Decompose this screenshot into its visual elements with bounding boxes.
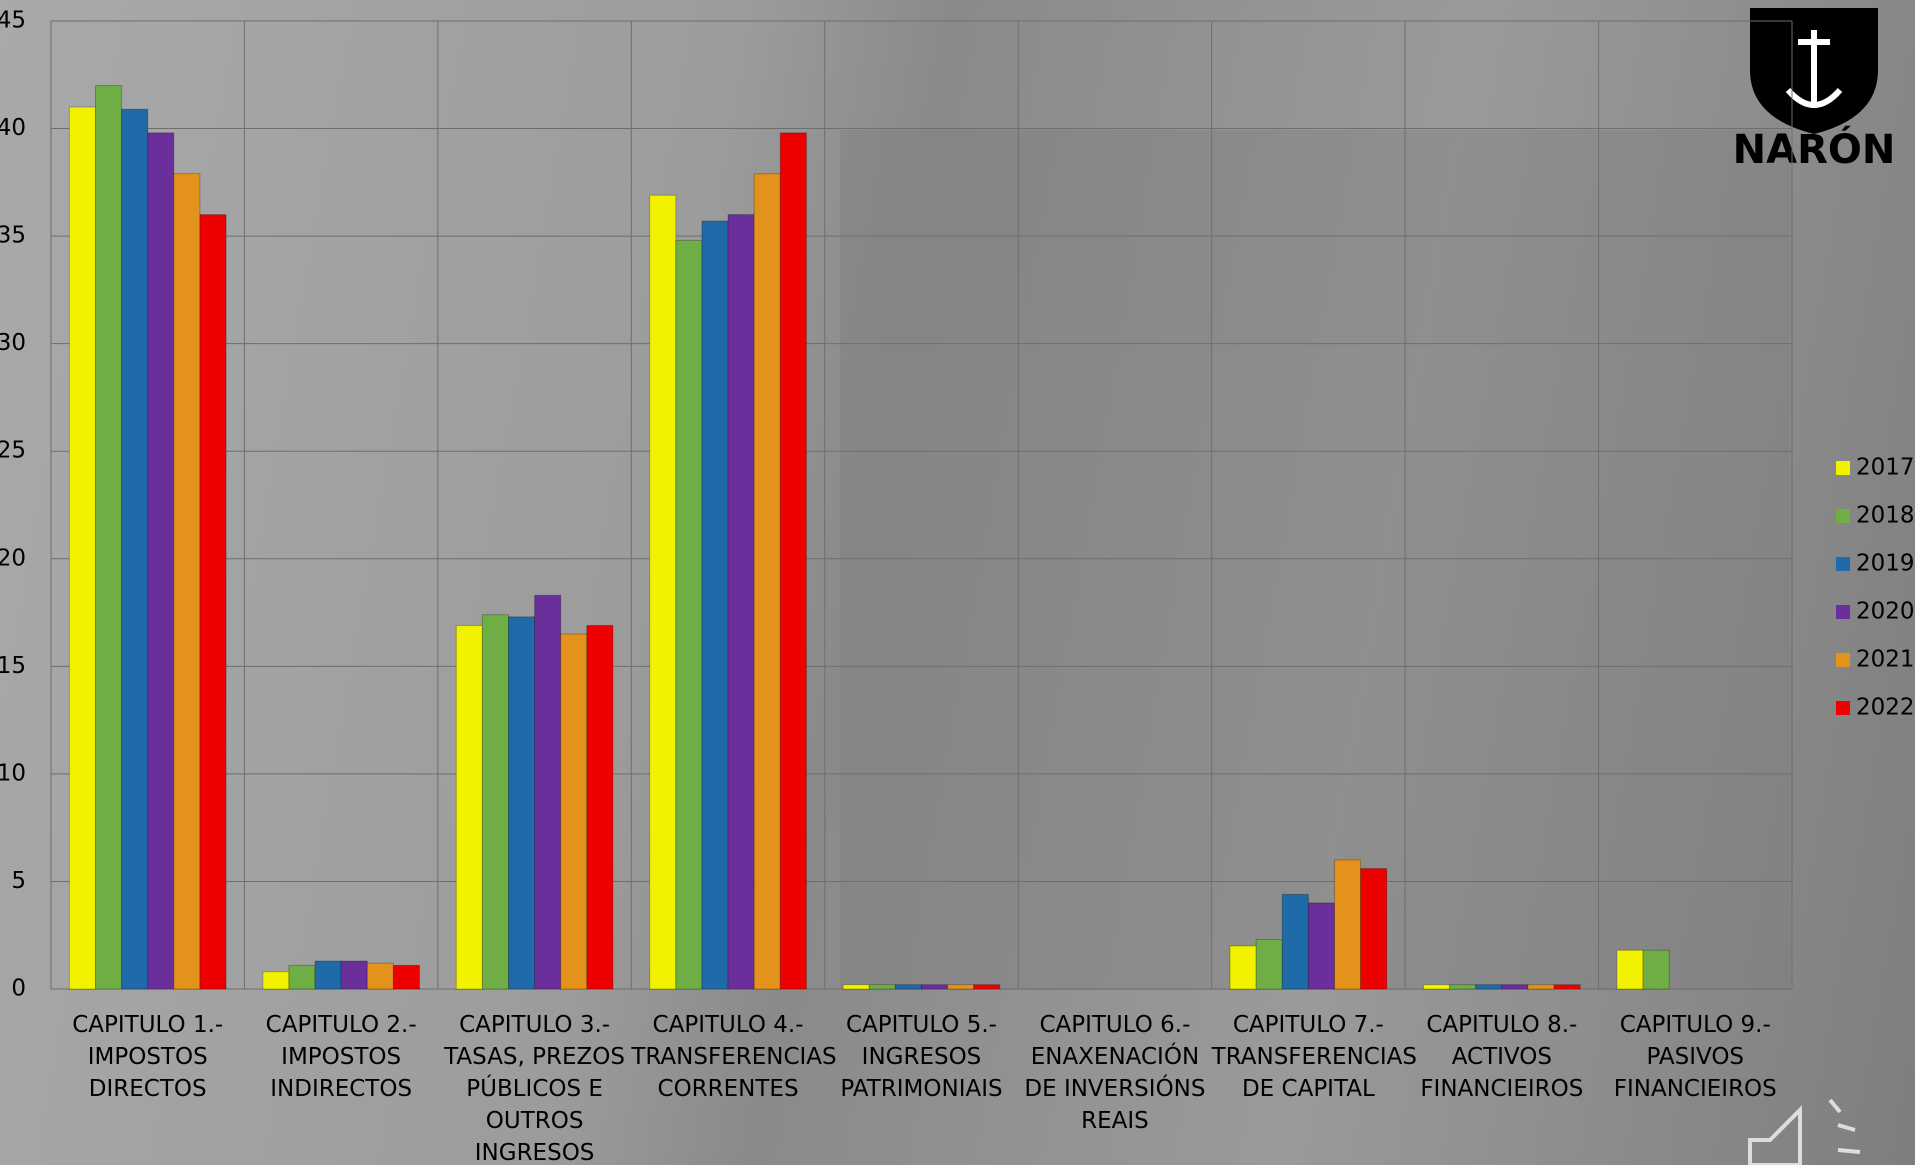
bar: [701, 220, 729, 990]
legend-label: 2018: [1856, 503, 1915, 529]
x-tick-label: CAPITULO 6.- ENAXENACIÓN DE INVERSIÓNS R…: [1024, 1012, 1206, 1134]
bar: [1449, 984, 1477, 990]
bar: [921, 984, 949, 990]
bar: [392, 964, 421, 990]
y-tick-label: 45: [0, 8, 26, 34]
bar: [147, 132, 175, 990]
bar: [94, 85, 123, 990]
y-tick-label: 25: [0, 438, 26, 464]
y-tick-label: 35: [0, 223, 26, 249]
x-tick-label: CAPITULO 5.- INGRESOS PATRIMONIAIS: [840, 1012, 1003, 1102]
bar: [455, 624, 483, 990]
bar: [1642, 949, 1670, 990]
bar: [121, 108, 149, 990]
bar: [507, 616, 536, 990]
bar: [481, 614, 509, 990]
y-tick-label: 15: [0, 653, 26, 679]
legend-swatch: [1836, 701, 1850, 715]
bar: [1616, 949, 1644, 990]
y-tick-label: 40: [0, 115, 26, 141]
bar: [560, 633, 588, 990]
legend-swatch: [1836, 605, 1850, 619]
bar: [173, 173, 201, 990]
legend-label: 2019: [1856, 551, 1915, 577]
bar: [727, 214, 755, 990]
bar: [262, 971, 290, 990]
bar: [1229, 945, 1257, 990]
bar: [1281, 893, 1309, 990]
x-tick-label: CAPITULO 1.- IMPOSTOS DIRECTOS: [72, 1012, 224, 1102]
legend-label: 2021: [1856, 647, 1915, 673]
legend-label: 2020: [1856, 599, 1915, 625]
bar: [779, 132, 807, 990]
speaker-body: [1748, 1105, 1802, 1165]
bar: [753, 173, 781, 990]
x-tick-label: CAPITULO 9.- PASIVOS FINANCIEIROS: [1613, 1012, 1777, 1102]
x-tick-label: CAPITULO 8.- ACTIVOS FINANCIEIROS: [1420, 1012, 1584, 1102]
bar: [1360, 868, 1388, 990]
bar: [649, 194, 677, 990]
bar: [947, 984, 975, 990]
bar: [288, 964, 316, 990]
y-tick-label: 10: [0, 760, 26, 786]
legend-swatch: [1836, 461, 1850, 475]
bar: [894, 984, 923, 990]
bar: [1307, 902, 1336, 990]
x-tick-label: CAPITULO 4.- TRANSFERENCIAS CORRENTES: [631, 1012, 837, 1102]
bar: [842, 984, 870, 990]
bar: [1475, 984, 1503, 990]
legend-swatch: [1836, 557, 1850, 571]
bar: [534, 594, 562, 990]
legend-label: 2022: [1856, 695, 1915, 721]
bar: [1527, 984, 1555, 990]
y-tick-label: 5: [11, 868, 26, 894]
logo-anchor: [1785, 30, 1843, 108]
bar: [586, 624, 614, 990]
bar: [314, 960, 342, 990]
x-tick-label: CAPITULO 3.- TASAS, PREZOS PÚBLICOS E OU…: [444, 1012, 625, 1165]
background-shade: [840, 130, 1790, 990]
y-tick-label: 20: [0, 545, 26, 571]
bar: [1501, 984, 1529, 990]
bar: [366, 962, 394, 990]
bar: [973, 984, 1001, 990]
bar: [1553, 984, 1581, 990]
bar: [675, 239, 703, 990]
x-tick-label: CAPITULO 2.- IMPOSTOS INDIRECTOS: [265, 1012, 417, 1102]
legend-swatch: [1836, 509, 1850, 523]
logo-text: NARÓN: [1733, 125, 1896, 173]
bar: [1255, 939, 1283, 990]
x-tick-label: CAPITULO 7.- TRANSFERENCIAS DE CAPITAL: [1211, 1012, 1417, 1102]
speaker-icon: [1748, 1098, 1861, 1165]
logo: NARÓN: [1733, 8, 1896, 173]
y-tick-label: 0: [11, 976, 26, 1002]
y-tick-label: 30: [0, 330, 26, 356]
bar: [340, 960, 368, 990]
bar: [1334, 859, 1362, 990]
bar: [1422, 984, 1451, 990]
legend-label: 2017: [1856, 455, 1915, 481]
bar: [199, 214, 227, 990]
bar: [68, 106, 96, 990]
bar: [868, 984, 896, 990]
speaker-waves: [1828, 1098, 1861, 1154]
legend-swatch: [1836, 653, 1850, 667]
